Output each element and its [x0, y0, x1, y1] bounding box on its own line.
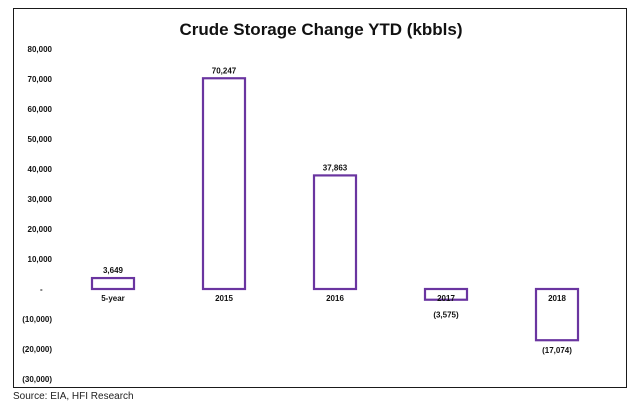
y-tick-label: (30,000) — [22, 375, 52, 384]
y-tick-label: - — [40, 285, 43, 294]
bar — [201, 77, 247, 291]
value-label: 37,863 — [323, 163, 348, 172]
chart-title: Crude Storage Change YTD (kbbls) — [179, 20, 462, 39]
value-label: (3,575) — [433, 311, 459, 320]
y-tick-label: 40,000 — [28, 165, 53, 174]
y-tick-label: 30,000 — [28, 195, 53, 204]
y-tick-label: (20,000) — [22, 345, 52, 354]
value-label: 3,649 — [103, 266, 124, 275]
y-axis-ticks: 80,000 70,000 60,000 50,000 40,000 30,000 20,0… — [22, 45, 52, 384]
category-label: 2018 — [548, 294, 566, 303]
y-tick-label: 10,000 — [28, 255, 53, 264]
y-tick-label: 20,000 — [28, 225, 53, 234]
bar-chart: Crude Storage Change YTD (kbbls) 80,000 7… — [22, 20, 580, 384]
category-labels: 5-year 2015 2016 2017 2018 — [101, 294, 566, 303]
value-label: (17,074) — [542, 346, 572, 355]
value-label: 70,247 — [212, 66, 237, 75]
bars-group — [90, 77, 580, 342]
bar — [423, 287, 469, 301]
category-label: 2016 — [326, 294, 344, 303]
category-label: 2015 — [215, 294, 233, 303]
bar — [534, 287, 580, 342]
category-label: 5-year — [101, 294, 125, 303]
y-tick-label: 50,000 — [28, 135, 53, 144]
y-tick-label: 80,000 — [28, 45, 53, 54]
bar — [312, 174, 358, 291]
category-label: 2017 — [437, 294, 455, 303]
y-tick-label: (10,000) — [22, 315, 52, 324]
source-note: Source: EIA, HFI Research — [13, 391, 134, 402]
bar — [90, 276, 136, 291]
y-tick-label: 60,000 — [28, 105, 53, 114]
chart-frame: Crude Storage Change YTD (kbbls) 80,000 7… — [13, 8, 627, 388]
y-tick-label: 70,000 — [28, 75, 53, 84]
value-labels: 3,649 70,247 37,863 (3,575) (17,074) — [103, 66, 572, 355]
